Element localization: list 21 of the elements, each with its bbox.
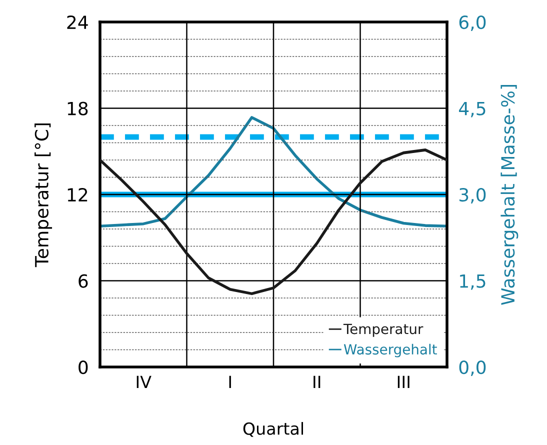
y-tick-label: 6 xyxy=(78,274,88,288)
legend-label: Temperatur xyxy=(343,324,424,337)
y2-tick-label: 4,5 xyxy=(458,102,486,118)
y2-tick-label: 0,0 xyxy=(459,360,486,376)
legend-label: Wassergehalt xyxy=(344,344,437,358)
x-tick-label: I xyxy=(229,376,231,388)
y-tick-label: 12 xyxy=(68,188,88,202)
x-tick-label: III xyxy=(398,376,410,388)
y-tick-label: 0 xyxy=(78,360,88,374)
y2-tick-label: 6,0 xyxy=(459,15,486,31)
x-tick-label: II xyxy=(314,376,320,388)
x-axis-title: Quartal xyxy=(243,422,303,437)
y-tick-label: 24 xyxy=(67,15,88,29)
line-series xyxy=(100,148,447,296)
y2-axis-title: Wassergehalt [Masse-%] xyxy=(500,85,518,305)
line-series xyxy=(100,116,447,228)
y2-tick-label: 1,5 xyxy=(460,274,486,290)
x-tick-label: IV xyxy=(136,376,152,388)
y-tick-label: 18 xyxy=(68,102,88,116)
y2-tick-label: 3,0 xyxy=(459,188,486,204)
y-axis-title: Temperatur [°C] xyxy=(34,123,52,268)
